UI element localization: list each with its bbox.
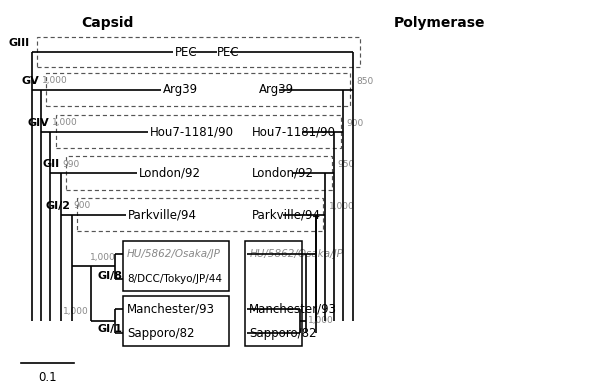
Text: HU/5862/Osaka/JP: HU/5862/Osaka/JP xyxy=(249,249,343,259)
Text: GV: GV xyxy=(22,76,40,86)
Bar xyxy=(37,37,360,67)
Text: Sapporo/82: Sapporo/82 xyxy=(127,327,194,340)
Text: GII: GII xyxy=(43,159,60,170)
Text: 850: 850 xyxy=(356,77,373,86)
Bar xyxy=(124,296,229,345)
Text: 1,000: 1,000 xyxy=(64,307,89,316)
Text: 1,000: 1,000 xyxy=(52,118,77,127)
Text: 900: 900 xyxy=(347,119,364,128)
Text: 0.1: 0.1 xyxy=(38,371,56,384)
Text: 900: 900 xyxy=(73,202,90,210)
Text: Sapporo/82: Sapporo/82 xyxy=(249,327,317,340)
Text: Hou7-1181/90: Hou7-1181/90 xyxy=(251,125,335,138)
Text: Manchester/93: Manchester/93 xyxy=(249,302,337,315)
Text: PEC: PEC xyxy=(217,46,240,58)
Text: London/92: London/92 xyxy=(139,167,201,180)
Text: London/92: London/92 xyxy=(251,167,314,180)
Bar xyxy=(77,198,323,231)
Text: Polymerase: Polymerase xyxy=(394,16,485,30)
Text: 990: 990 xyxy=(62,160,79,169)
Bar xyxy=(245,241,302,345)
Text: Capsid: Capsid xyxy=(81,16,134,30)
Bar xyxy=(124,241,229,291)
Text: Arg39: Arg39 xyxy=(259,83,294,96)
Text: 1,000: 1,000 xyxy=(308,317,334,326)
Text: Hou7-1181/90: Hou7-1181/90 xyxy=(149,125,233,138)
Text: 8/DCC/Tokyo/JP/44: 8/DCC/Tokyo/JP/44 xyxy=(127,273,222,284)
Text: 950: 950 xyxy=(338,161,355,170)
Text: GIII: GIII xyxy=(8,38,29,48)
Bar xyxy=(46,73,350,106)
Text: GI/2: GI/2 xyxy=(46,201,71,211)
Text: 1,000: 1,000 xyxy=(90,252,116,261)
Text: Parkville/94: Parkville/94 xyxy=(128,209,197,221)
Text: Arg39: Arg39 xyxy=(163,83,198,96)
Text: 1,000: 1,000 xyxy=(42,76,68,85)
Text: HU/5862/Osaka/JP: HU/5862/Osaka/JP xyxy=(127,249,221,259)
Text: PEC: PEC xyxy=(175,46,197,58)
Text: Manchester/93: Manchester/93 xyxy=(127,302,215,315)
Text: Parkville/94: Parkville/94 xyxy=(251,209,320,221)
Text: GIV: GIV xyxy=(28,118,49,128)
Text: GI/8: GI/8 xyxy=(97,271,122,280)
Text: 1,000: 1,000 xyxy=(329,202,355,211)
Bar xyxy=(67,156,332,189)
Text: GI/1: GI/1 xyxy=(97,324,122,334)
Bar xyxy=(56,114,341,148)
